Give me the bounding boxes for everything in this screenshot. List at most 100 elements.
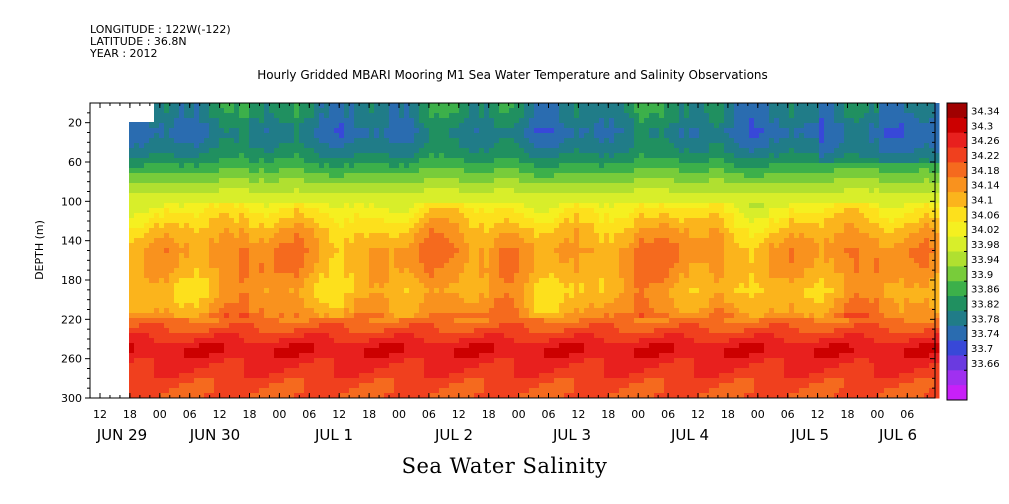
heatmap-cell [534, 208, 540, 214]
heatmap-cell [474, 213, 480, 219]
heatmap-cell [514, 288, 520, 294]
heatmap-cell [169, 338, 175, 344]
heatmap-cell [129, 293, 135, 299]
heatmap-cell [464, 143, 470, 149]
heatmap-cell [424, 188, 430, 194]
heatmap-cell [419, 263, 425, 269]
heatmap-cell [164, 298, 170, 304]
heatmap-cell [319, 368, 325, 374]
heatmap-cell [284, 358, 290, 364]
heatmap-cell [279, 148, 285, 154]
heatmap-cell [409, 273, 415, 279]
heatmap-cell [194, 338, 200, 344]
heatmap-cell [304, 263, 310, 269]
heatmap-cell [424, 243, 430, 249]
heatmap-cell [314, 323, 320, 329]
heatmap-cell [309, 368, 315, 374]
heatmap-cell [349, 213, 355, 219]
heatmap-cell [484, 103, 490, 109]
heatmap-cell [369, 318, 375, 324]
heatmap-cell [244, 263, 250, 269]
heatmap-cell [139, 223, 145, 229]
heatmap-cell [484, 188, 490, 194]
heatmap-cell [164, 393, 170, 399]
heatmap-cell [524, 378, 530, 384]
heatmap-cell [219, 253, 225, 259]
heatmap-cell [374, 263, 380, 269]
heatmap-cell [524, 348, 530, 354]
heatmap-cell [444, 388, 450, 394]
heatmap-cell [424, 238, 430, 244]
heatmap-cell [304, 238, 310, 244]
heatmap-cell [439, 373, 445, 379]
heatmap-cell [529, 313, 535, 319]
heatmap-cell [149, 188, 155, 194]
heatmap-cell [429, 313, 435, 319]
heatmap-cell [484, 203, 490, 209]
heatmap-cell [324, 338, 330, 344]
heatmap-cell [374, 298, 380, 304]
heatmap-cell [534, 298, 540, 304]
heatmap-cell [494, 193, 500, 199]
heatmap-cell [479, 288, 485, 294]
heatmap-cell [184, 278, 190, 284]
heatmap-cell [449, 193, 455, 199]
heatmap-cell [339, 318, 345, 324]
heatmap-cell [384, 168, 390, 174]
heatmap-cell [484, 293, 490, 299]
heatmap-cell [154, 243, 160, 249]
heatmap-cell [409, 208, 415, 214]
heatmap-cell [184, 248, 190, 254]
heatmap-cell [504, 288, 510, 294]
heatmap-cell [519, 273, 525, 279]
heatmap-cell [319, 353, 325, 359]
heatmap-cell [509, 173, 515, 179]
heatmap-cell [549, 168, 555, 174]
heatmap-cell [264, 118, 270, 124]
heatmap-cell [439, 103, 445, 109]
heatmap-cell [389, 318, 395, 324]
heatmap-cell [309, 318, 315, 324]
heatmap-cell [239, 303, 245, 309]
heatmap-cell [414, 198, 420, 204]
heatmap-cell [484, 378, 490, 384]
heatmap-cell [239, 368, 245, 374]
heatmap-cell [304, 148, 310, 154]
heatmap-cell [399, 368, 405, 374]
heatmap-cell [474, 243, 480, 249]
heatmap-cell [339, 323, 345, 329]
heatmap-cell [134, 338, 140, 344]
heatmap-cell [404, 253, 410, 259]
heatmap-cell [344, 213, 350, 219]
heatmap-cell [199, 298, 205, 304]
heatmap-cell [309, 218, 315, 224]
heatmap-cell [499, 268, 505, 274]
heatmap-cell [339, 123, 345, 129]
heatmap-cell [309, 193, 315, 199]
heatmap-cell [179, 318, 185, 324]
heatmap-cell [204, 213, 210, 219]
heatmap-cell [179, 393, 185, 399]
heatmap-cell [354, 343, 360, 349]
heatmap-cell [374, 393, 380, 399]
heatmap-cell [479, 208, 485, 214]
heatmap-cell [454, 293, 460, 299]
heatmap-cell [334, 258, 340, 264]
heatmap-cell [229, 323, 235, 329]
heatmap-cell [519, 218, 525, 224]
heatmap-cell [329, 363, 335, 369]
heatmap-cell [399, 263, 405, 269]
heatmap-cell [364, 273, 370, 279]
heatmap-cell [154, 328, 160, 334]
heatmap-cell [364, 148, 370, 154]
heatmap-cell [324, 118, 330, 124]
heatmap-cell [289, 173, 295, 179]
heatmap-cell [279, 318, 285, 324]
heatmap-cell [179, 138, 185, 144]
heatmap-cell [234, 138, 240, 144]
heatmap-cell [179, 188, 185, 194]
heatmap-cell [129, 353, 135, 359]
heatmap-cell [214, 388, 220, 394]
heatmap-cell [159, 388, 165, 394]
